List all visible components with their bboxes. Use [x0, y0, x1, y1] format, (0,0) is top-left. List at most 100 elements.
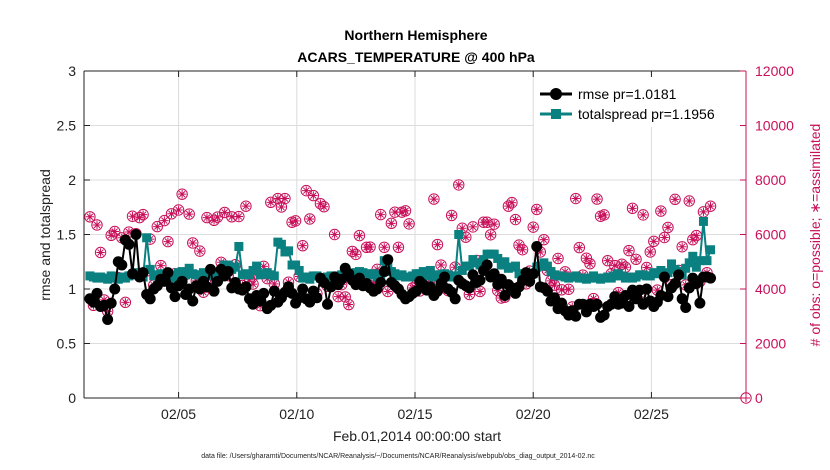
obs-possible-circle	[158, 214, 171, 227]
obs-possible-circle	[488, 218, 500, 230]
obs-assimilated-asterisk	[369, 278, 378, 287]
totalspread-marker	[422, 271, 432, 281]
obs-possible-circle	[194, 245, 206, 257]
x-tick-label: 02/10	[279, 406, 314, 422]
x-tick-label: 02/20	[516, 406, 551, 422]
obs-assimilated-asterisk	[404, 219, 414, 229]
obs-assimilated-asterisk	[631, 255, 641, 264]
obs-assimilated-asterisk	[454, 180, 463, 190]
rmse-marker	[297, 283, 309, 295]
obs-assimilated-asterisk	[589, 294, 598, 303]
obs-possible-circle	[183, 208, 195, 220]
y-axis-label: rmse and totalspread	[37, 169, 53, 301]
obs-assimilated-asterisk	[287, 218, 297, 227]
obs-assimilated-asterisk	[270, 279, 279, 289]
obs-assimilated-asterisk	[394, 243, 403, 252]
obs-assimilated-asterisk	[96, 248, 105, 257]
y-tick-label: 0	[68, 390, 76, 406]
obs-count-marker	[350, 248, 362, 261]
obs-assimilated-asterisk	[575, 243, 584, 252]
y-tick-label: 2.5	[57, 118, 77, 134]
rmse-marker	[598, 309, 610, 321]
rmse-marker	[268, 285, 280, 297]
obs-assimilated-asterisk	[550, 280, 559, 290]
obs-count-marker	[403, 218, 415, 230]
obs-count-marker	[94, 246, 107, 259]
obs-count-marker	[165, 208, 178, 220]
totalspread-marker	[142, 233, 152, 243]
totalspread-marker	[383, 261, 393, 271]
totalspread-marker	[688, 251, 698, 261]
obs-assimilated-asterisk	[433, 240, 442, 249]
obs-possible-circle	[644, 246, 656, 258]
obs-count-marker	[552, 252, 564, 265]
obs-possible-circle	[516, 244, 529, 256]
rmse-marker	[382, 254, 394, 266]
obs-assimilated-asterisk	[153, 222, 162, 231]
obs-assimilated-asterisk	[248, 279, 258, 289]
obs-assimilated-asterisk	[571, 194, 580, 203]
totalspread-marker	[493, 253, 503, 263]
obs-assimilated-asterisk	[167, 209, 176, 218]
y2-tick-label: 8000	[755, 172, 786, 188]
obs-count-marker	[428, 193, 440, 205]
chart-subtitle: ACARS_TEMPERATURE @ 400 hPa	[297, 49, 535, 65]
obs-assimilated-asterisk	[653, 285, 662, 295]
obs-assimilated-asterisk	[670, 195, 680, 204]
obs-possible-circle	[339, 291, 351, 303]
rmse-marker	[591, 298, 603, 310]
obs-count-marker	[162, 235, 174, 248]
obs-assimilated-asterisk	[592, 194, 602, 204]
obs-assimilated-asterisk	[656, 206, 666, 216]
totalspread-marker	[684, 258, 694, 268]
obs-count-marker	[346, 245, 359, 258]
obs-possible-circle	[704, 200, 717, 212]
obs-count-marker	[467, 221, 479, 233]
obs-count-marker	[644, 246, 656, 258]
obs-count-marker	[584, 257, 596, 270]
obs-assimilated-asterisk	[135, 213, 144, 222]
obs-count-marker	[172, 204, 185, 216]
obs-possible-circle	[428, 193, 440, 205]
obs-count-marker	[555, 284, 568, 296]
rmse-marker	[676, 293, 688, 305]
obs-assimilated-asterisk	[624, 246, 634, 255]
totalspread-marker	[479, 255, 489, 265]
rmse-marker	[322, 298, 334, 310]
totalspread-marker	[284, 246, 294, 256]
rmse-marker	[109, 283, 121, 295]
obs-count-marker	[339, 291, 351, 303]
obs-count-marker	[91, 219, 103, 231]
obs-assimilated-asterisk	[692, 231, 701, 240]
obs-possible-circle	[328, 228, 341, 241]
obs-count-marker	[481, 216, 493, 228]
obs-count-marker	[626, 202, 639, 215]
obs-assimilated-asterisk	[649, 237, 658, 246]
y2-tick-label: 12000	[755, 63, 794, 79]
obs-count-marker	[279, 192, 291, 205]
obs-possible-circle	[531, 203, 543, 216]
obs-assimilated-asterisk	[341, 292, 350, 302]
obs-possible-circle	[240, 200, 252, 212]
rmse-marker	[673, 269, 685, 281]
obs-assimilated-asterisk	[241, 201, 251, 211]
obs-count-marker	[289, 215, 302, 227]
obs-count-marker	[265, 196, 277, 209]
obs-possible-circle	[630, 253, 642, 265]
obs-assimilated-asterisk	[319, 202, 329, 211]
obs-possible-circle	[162, 235, 174, 248]
obs-assimilated-asterisk	[646, 247, 655, 257]
obs-possible-circle	[279, 192, 291, 205]
obs-possible-circle	[669, 193, 681, 206]
obs-possible-circle	[453, 179, 465, 191]
obs-possible-circle	[662, 221, 674, 234]
obs-assimilated-asterisk	[436, 260, 446, 270]
obs-assimilated-asterisk	[599, 210, 609, 220]
y2-tick-label: 4000	[755, 281, 786, 297]
totalspread-marker	[291, 260, 301, 270]
obs-assimilated-asterisk	[316, 199, 325, 208]
obs-count-marker	[648, 235, 660, 248]
obs-count-marker	[655, 205, 667, 217]
obs-assimilated-asterisk	[351, 250, 361, 259]
obs-assimilated-asterisk	[302, 186, 311, 195]
